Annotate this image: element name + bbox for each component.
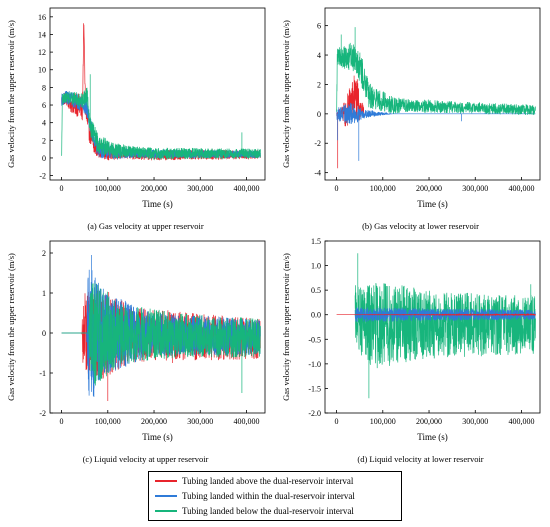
legend: Tubing landed above the dual-reservoir i…	[148, 471, 402, 521]
chart-b: 0 100,000 200,000 300,000 400,000 -4 -2 0 2 4 6 Tim…	[281, 7, 541, 209]
y-tick-label-a-0: -2	[39, 172, 46, 181]
plot-frame-b	[324, 7, 541, 181]
series-a-2	[61, 74, 261, 161]
series-b-2	[336, 27, 536, 116]
series-d-0	[354, 253, 536, 399]
x-tick-label-d-0: 0	[335, 417, 339, 426]
y-tick-label-d-2: -1.0	[308, 360, 321, 369]
caption-d: (d) Liquid velocity at lower reservoir	[357, 454, 484, 464]
x-axis-label-b: Time (s)	[417, 199, 447, 209]
x-tick-label-d-2: 200,000	[416, 417, 442, 426]
y-tick-label-d-1: -1.5	[308, 384, 321, 393]
x-tick-label-b-4: 400,000	[509, 184, 535, 193]
x-axis-label-c: Time (s)	[142, 432, 172, 442]
x-tick-label-a-1: 100,000	[95, 184, 121, 193]
y-tick-label-d-3: -0.5	[308, 335, 321, 344]
legend-label-below: Tubing landed below the dual-reservoir i…	[182, 506, 354, 516]
y-tick-label-d-6: 1.0	[311, 262, 321, 271]
caption-a: (a) Gas velocity at upper reservoir	[87, 221, 204, 231]
y-tick-label-a-4: 6	[42, 101, 46, 110]
chart-c: 0 100,000 200,000 300,000 400,000 -2 -1 0 1 2 Time…	[6, 240, 266, 442]
y-tick-label-d-0: -2.0	[308, 409, 321, 418]
x-tick-label-d-1: 100,000	[370, 417, 396, 426]
caption-c: (c) Liquid velocity at upper reservoir	[82, 454, 209, 464]
series-c-2	[61, 282, 261, 393]
y-tick-label-c-4: 2	[42, 249, 46, 258]
x-tick-label-a-3: 300,000	[187, 184, 213, 193]
y-tick-label-c-1: -1	[39, 369, 46, 378]
y-tick-label-a-3: 4	[42, 119, 46, 128]
y-tick-label-b-4: 4	[317, 51, 321, 60]
x-tick-label-b-2: 200,000	[416, 184, 442, 193]
chart-a: 0 100,000 200,000 300,000 400,000 -2 0 2 4 6 8 10 12…	[6, 7, 266, 209]
legend-item-within: Tubing landed within the dual-reservoir …	[155, 489, 355, 503]
series-b-1	[336, 102, 536, 161]
y-tick-label-a-8: 14	[38, 30, 46, 39]
y-tick-label-b-5: 6	[317, 22, 321, 31]
x-tick-label-c-2: 200,000	[141, 417, 167, 426]
x-tick-label-a-2: 200,000	[141, 184, 167, 193]
x-tick-label-c-4: 400,000	[234, 417, 260, 426]
legend-item-below: Tubing landed below the dual-reservoir i…	[155, 504, 354, 518]
legend-swatch-within	[155, 494, 177, 497]
y-axis-label-d: Gas velocity from the upper reservoir (m…	[281, 253, 291, 401]
legend-label-within: Tubing landed within the dual-reservoir …	[182, 491, 355, 501]
x-tick-label-b-0: 0	[335, 184, 339, 193]
y-tick-label-b-3: 2	[317, 80, 321, 89]
y-axis-label-b: Gas velocity from the upper reservoir (m…	[281, 20, 291, 168]
y-tick-label-b-2: 0	[317, 110, 321, 119]
y-tick-label-a-5: 8	[42, 83, 46, 92]
x-tick-label-c-0: 0	[60, 417, 64, 426]
plot-frame-c	[49, 240, 266, 414]
plot-frame-d	[324, 240, 541, 414]
y-tick-label-c-2: 0	[42, 329, 46, 338]
caption-b: (b) Gas velocity at lower reservoir	[362, 221, 479, 231]
legend-label-above: Tubing landed above the dual-reservoir i…	[182, 476, 354, 486]
y-tick-label-a-7: 12	[38, 48, 46, 57]
y-tick-label-b-0: -4	[314, 169, 321, 178]
legend-swatch-below	[155, 509, 177, 512]
x-tick-label-a-0: 0	[60, 184, 64, 193]
x-tick-label-b-3: 300,000	[462, 184, 488, 193]
y-tick-label-d-5: 0.5	[311, 286, 321, 295]
legend-swatch-above	[155, 479, 177, 482]
series-d-2	[336, 312, 536, 317]
x-tick-label-c-1: 100,000	[95, 417, 121, 426]
y-tick-label-c-0: -2	[39, 409, 46, 418]
plot-frame-a	[49, 7, 266, 181]
chart-d: 0 100,000 200,000 300,000 400,000 -2.0 -1.5 -1.…	[281, 237, 541, 442]
series-d-1	[354, 306, 536, 323]
x-tick-label-d-3: 300,000	[462, 417, 488, 426]
y-tick-label-a-6: 10	[38, 66, 46, 75]
series-b-0	[336, 75, 365, 169]
y-axis-label-a: Gas velocity from the upper reservoir (m…	[6, 20, 16, 168]
y-tick-label-d-7: 1.5	[311, 237, 321, 246]
y-axis-label-c: Gas velocity from the upper reservoir (m…	[6, 253, 16, 401]
y-tick-label-a-9: 16	[38, 13, 46, 22]
y-tick-label-b-1: -2	[314, 139, 321, 148]
x-tick-label-d-4: 400,000	[509, 417, 535, 426]
y-tick-label-a-1: 0	[42, 154, 46, 163]
series-a-0	[61, 23, 261, 161]
legend-item-above: Tubing landed above the dual-reservoir i…	[155, 474, 353, 488]
x-tick-label-c-3: 300,000	[187, 417, 213, 426]
x-axis-label-d: Time (s)	[417, 432, 447, 442]
y-tick-label-c-3: 1	[42, 289, 46, 298]
x-axis-label-a: Time (s)	[142, 199, 172, 209]
y-tick-label-d-4: 0.0	[311, 311, 321, 320]
x-tick-label-b-1: 100,000	[370, 184, 396, 193]
y-tick-label-a-2: 2	[42, 136, 46, 145]
x-tick-label-a-4: 400,000	[234, 184, 260, 193]
